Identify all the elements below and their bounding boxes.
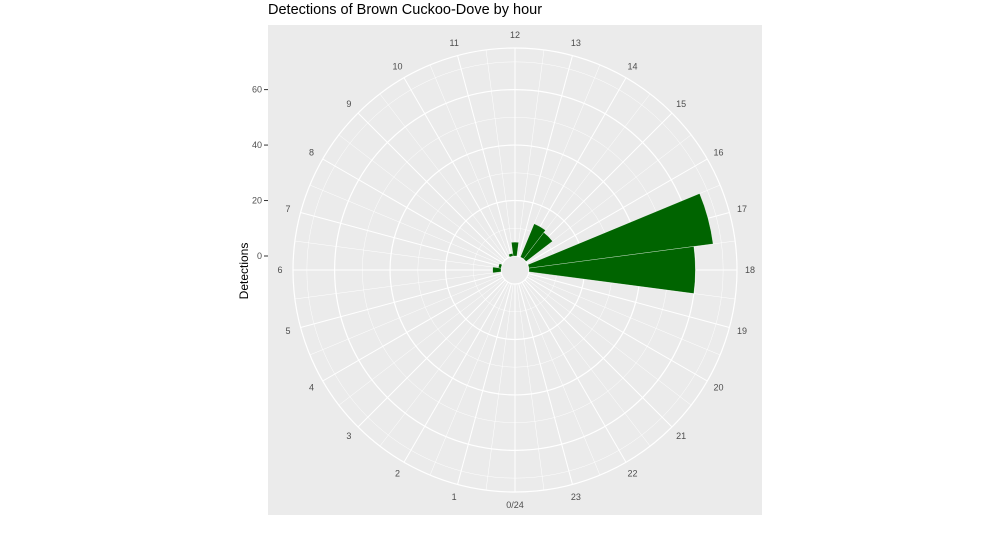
grid-spoke (524, 112, 673, 261)
hour-label: 2 (395, 469, 400, 479)
y-tick-label: 60 (252, 85, 262, 95)
hour-label: 1 (452, 492, 457, 502)
y-tick-label: 0 (257, 251, 262, 261)
grid-spoke (429, 282, 510, 476)
grid-spoke (523, 280, 651, 447)
bar-hour-15 (523, 232, 553, 262)
hour-label-layer: 0/24123456789101112131415161718192021222… (277, 30, 755, 510)
grid-spoke (338, 278, 505, 406)
bar-hour-17 (527, 193, 714, 269)
grid-spoke (294, 271, 502, 300)
grid-spoke (357, 279, 506, 428)
grid-spoke (518, 55, 573, 257)
hour-label: 23 (571, 492, 581, 502)
grid-spoke (457, 283, 512, 485)
grid-spoke (521, 281, 627, 463)
hour-label: 17 (737, 204, 747, 214)
hour-label: 18 (745, 265, 755, 275)
grid-spoke (309, 184, 503, 265)
y-tick-label: 20 (252, 196, 262, 206)
bar-hour-14 (520, 223, 546, 260)
bar-hour-12 (511, 241, 519, 257)
grid-spoke (457, 55, 512, 257)
grid-spoke (338, 134, 505, 262)
hour-label: 6 (277, 265, 282, 275)
grid-spoke (520, 282, 601, 476)
grid-spoke (516, 49, 545, 257)
grid-spoke (528, 273, 730, 328)
grid-spoke (379, 93, 507, 260)
hour-label: 3 (346, 431, 351, 441)
hour-label: 15 (676, 99, 686, 109)
hour-label: 5 (285, 326, 290, 336)
grid-spoke (322, 158, 504, 264)
grid-spoke (525, 278, 692, 406)
hour-label: 22 (627, 469, 637, 479)
hour-label: 9 (346, 99, 351, 109)
bar-hour-7 (498, 263, 503, 269)
grid-spoke (526, 276, 708, 382)
grid-spoke (516, 283, 545, 491)
grid-spoke (525, 134, 692, 262)
hour-label: 0/24 (506, 500, 524, 510)
grid-spoke (485, 283, 514, 491)
hour-label: 12 (510, 30, 520, 40)
grid-spoke (526, 158, 708, 264)
hour-label: 11 (450, 38, 459, 48)
grid-spoke (403, 77, 509, 259)
hour-label: 13 (571, 38, 581, 48)
grid-spoke (527, 275, 721, 356)
chart-title: Detections of Brown Cuckoo-Dove by hour (268, 2, 543, 18)
hour-label: 21 (676, 431, 686, 441)
grid-spoke (379, 280, 507, 447)
hour-label: 4 (309, 383, 314, 393)
grid-spoke (309, 275, 503, 356)
grid-spoke (403, 281, 509, 463)
grid-spoke (518, 283, 573, 485)
bar-hour-6 (492, 266, 502, 274)
grid-spoke (429, 64, 510, 258)
hour-label: 7 (285, 204, 290, 214)
grid-spoke (300, 273, 502, 328)
y-tick-label: 40 (252, 140, 262, 150)
bar-layer (492, 193, 714, 294)
grid-spoke (357, 112, 506, 261)
hour-label: 20 (714, 383, 724, 393)
grid-spoke (524, 279, 673, 428)
polar-grid (292, 47, 738, 493)
hour-label: 14 (627, 61, 637, 71)
grid-spoke (294, 240, 502, 269)
grid-spoke (300, 212, 502, 267)
grid-spoke (485, 49, 514, 257)
bar-hour-18 (528, 246, 696, 294)
hour-label: 19 (737, 326, 747, 336)
grid-spoke (322, 276, 504, 382)
hour-label: 16 (714, 148, 724, 158)
y-axis: 0 20 40 60 (252, 85, 268, 261)
hour-label: 8 (309, 148, 314, 158)
hour-label: 10 (392, 61, 402, 71)
